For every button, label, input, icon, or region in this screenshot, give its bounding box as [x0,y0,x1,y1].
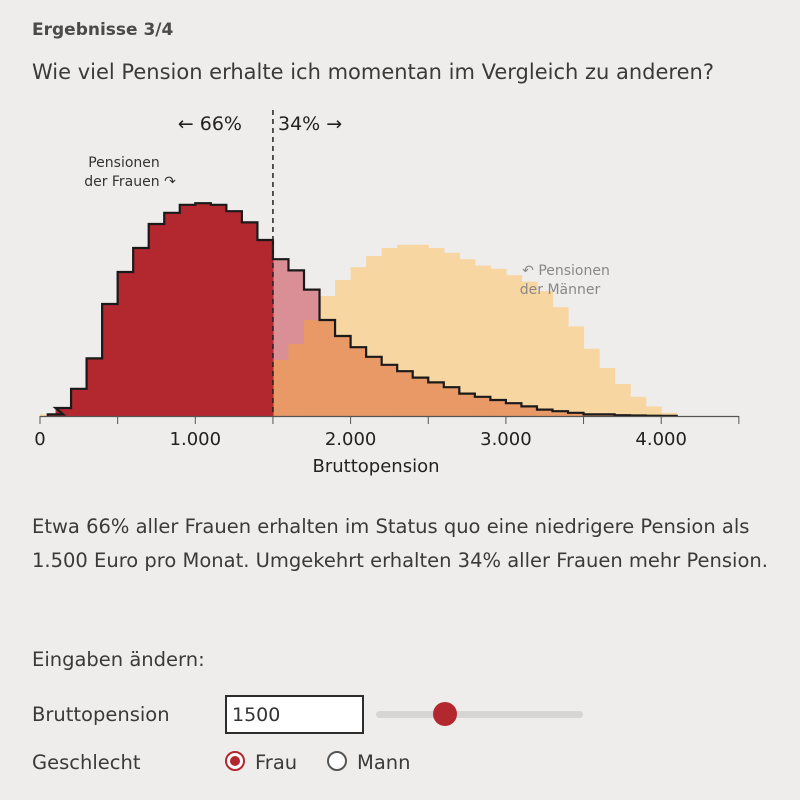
women-bar [71,388,88,416]
women-bar [179,204,196,416]
men-bar [490,268,507,416]
overlap-bar [490,400,507,416]
radio-frau-label[interactable]: Frau [255,751,298,774]
x-tick-label: 0 [34,429,45,450]
men-bar [428,248,445,416]
result-explanation: Etwa 66% aller Frauen erhalten im Status… [32,515,768,572]
pension-slider-thumb[interactable] [433,702,457,726]
step-label: Ergebnisse 3/4 [32,20,174,40]
men-bar [614,384,631,416]
women-bar [133,248,150,416]
x-axis-label: Bruttopension [313,456,440,477]
women-bar [226,211,243,416]
radio-frau[interactable] [225,751,245,771]
women-bar [164,212,181,416]
overlap-bar [443,387,460,416]
overlap-bar [350,347,367,416]
overlap-bar [552,411,569,416]
men-bar [521,281,538,416]
pension-input[interactable] [225,695,364,734]
overlap-bar [459,393,476,416]
gender-label: Geschlecht [32,751,141,774]
men-bar [505,275,523,416]
x-tick-label: 3.000 [480,429,532,450]
x-tick-label: 2.000 [325,429,377,450]
men-bar [583,348,600,416]
men-bar [645,406,662,416]
men-annotation-line2: der Männer [520,282,601,298]
pension-slider-track[interactable] [376,711,583,718]
overlap-bar [272,360,290,416]
men-bar [552,307,569,416]
share-below-label: ← 66% [178,113,242,135]
overlap-bar [412,377,429,416]
women-bar [210,204,227,416]
men-annotation-line1: ↶ Pensionen [522,263,610,279]
overlap-bar [335,336,352,416]
women-bar [148,224,165,416]
men-bar [412,244,429,416]
radio-mann-label[interactable]: Mann [357,751,411,774]
overlap-bar [568,412,585,416]
overlap-bar [505,403,523,416]
men-bar [474,265,491,416]
women-bar [55,408,72,416]
men-bar [599,368,616,416]
overlap-bar [366,356,383,416]
women-bar [102,304,119,416]
women-bar [86,358,103,416]
overlap-bar [319,320,336,416]
overlap-bar [304,320,321,416]
men-bar [568,326,585,416]
pension-distribution-chart: 0 1.000 2.000 3.000 4.000 ← 66% 34% → Pensio… [34,110,740,477]
women-bar [195,203,212,416]
women-bar [241,222,259,416]
share-above-label: 34% → [278,113,342,135]
overlap-bar [474,396,491,416]
men-bar [536,291,554,416]
pension-label: Bruttopension [32,703,170,726]
radio-mann[interactable] [327,751,347,771]
men-bar [443,252,460,416]
overlap-bar [521,406,538,416]
women-bar [117,272,134,416]
page-question: Wie viel Pension erhalte ich momentan im… [32,60,714,84]
x-tick-label: 1.000 [170,429,222,450]
overlap-bar [288,344,305,416]
women-bar [257,240,274,416]
overlap-bar [381,364,398,416]
overlap-bar [397,371,414,416]
men-bar [459,259,476,416]
women-distribution-outline [46,202,678,417]
overlap-bar [536,409,554,416]
women-annotation-line1: Pensionen [88,155,160,171]
overlap-bar [428,382,445,416]
x-tick-label: 4.000 [635,429,687,450]
men-bar [630,396,647,416]
men-bar [661,412,678,416]
inputs-heading: Eingaben ändern: [32,648,205,671]
women-annotation-line2: der Frauen ↷ [84,174,176,190]
